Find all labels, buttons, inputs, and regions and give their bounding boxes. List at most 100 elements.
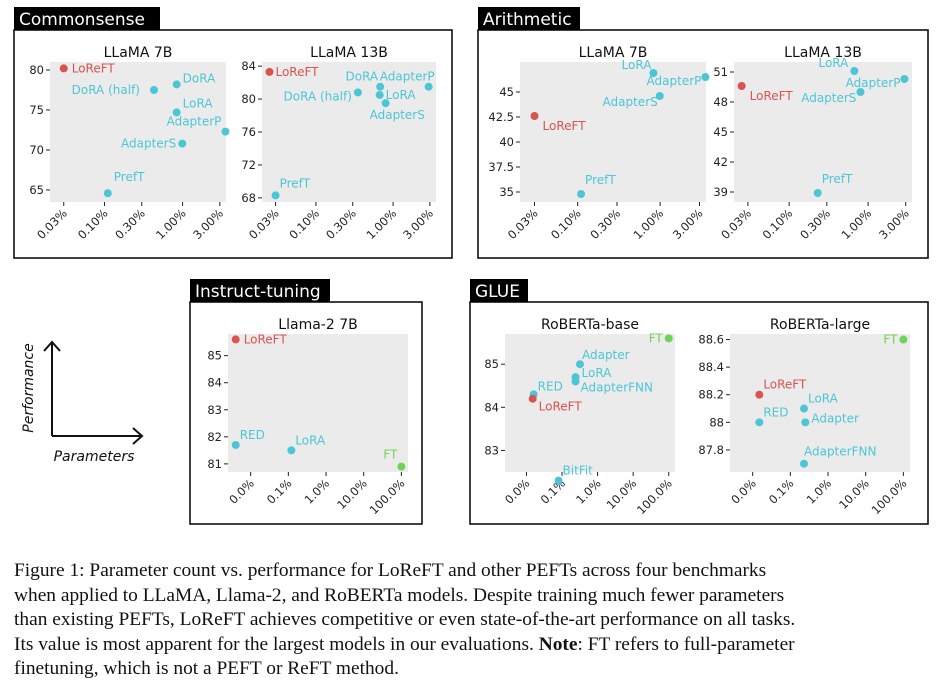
y-tick-label: 81	[207, 457, 222, 471]
x-tick-label: 3.00%	[190, 206, 226, 242]
x-tick-label: 100.0%	[869, 476, 910, 517]
x-tick-label: 0.30%	[112, 206, 148, 242]
point-ft	[397, 462, 406, 471]
x-tick-label: 10.0%	[836, 476, 872, 512]
point-adapter	[801, 418, 810, 427]
point-label-lora: LoRA	[183, 96, 214, 110]
plot-area	[520, 62, 706, 202]
point-dora	[172, 80, 181, 89]
x-tick-label: 1.00%	[838, 206, 874, 242]
x-tick-label: 0.1%	[264, 476, 295, 507]
chart-title: RoBERTa-base	[541, 317, 639, 333]
point-adapterfnn	[571, 377, 580, 386]
point-label-loreft: LoReFT	[763, 378, 807, 392]
group-label-commonsense: Commonsense	[19, 10, 145, 30]
plot-area	[50, 62, 226, 202]
x-tick-label: 1.00%	[363, 206, 399, 242]
y-tick-label: 88	[709, 415, 724, 429]
y-tick-label: 45	[713, 125, 728, 139]
x-tick-label: 0.0%	[226, 476, 257, 507]
y-tick-label: 80	[29, 63, 44, 77]
point-label-red: RED	[538, 379, 563, 393]
parameters-arrow-head	[132, 427, 144, 445]
x-tick-label: 10.0%	[334, 476, 370, 512]
chart-instruct-tuning-llama-2-7b: Llama-2 7B 81 82 83 84 85 0.0% 0.1% 1.0% 10.0%100…	[207, 317, 408, 517]
point-label-loreft: LoReFT	[275, 65, 319, 79]
x-tick-label: 3.00%	[670, 206, 706, 242]
y-tick-label: 35	[499, 185, 514, 199]
caption-note-text: : FT refers to full-parameter	[577, 633, 795, 655]
point-loreft	[231, 335, 240, 344]
point-lora	[172, 108, 181, 117]
y-tick-label: 42	[713, 155, 728, 169]
point-dora-half	[353, 88, 362, 97]
x-tick-label: 1.0%	[573, 476, 604, 507]
point-label-ft: FT	[649, 331, 664, 345]
point-label-dora-half: DoRA (half)	[284, 89, 352, 103]
point-label-red: RED	[763, 405, 788, 419]
x-tick-label: 1.00%	[630, 206, 666, 242]
chart-title: RoBERTa-large	[770, 317, 870, 333]
point-label-loreft: LoReFT	[539, 400, 583, 414]
y-tick-label: 70	[29, 143, 44, 157]
point-adapterfnn	[799, 459, 808, 468]
point-dora	[376, 82, 385, 91]
point-label-adapterfnn: AdapterFNN	[804, 445, 876, 459]
y-tick-label: 42.5	[488, 110, 514, 124]
point-adapterp	[900, 75, 909, 83]
point-label-adapters: AdapterS	[801, 91, 856, 105]
point-lora	[850, 67, 859, 75]
point-loreft	[755, 390, 764, 399]
chart-title: Llama-2 7B	[278, 317, 357, 333]
y-tick-label: 45	[499, 85, 514, 99]
y-tick-label: 76	[241, 125, 256, 139]
y-tick-label: 83	[207, 403, 222, 417]
performance-arrow-head	[43, 340, 61, 352]
point-label-lora: LoRA	[582, 366, 613, 380]
point-adapters	[381, 99, 390, 108]
x-tick-label: 100.0%	[634, 476, 675, 517]
point-lora	[287, 446, 296, 455]
point-label-adapter: Adapter	[582, 348, 630, 362]
x-tick-label: 0.10%	[760, 206, 796, 242]
caption-line-3: than existing PEFTs, LoReFT achieves com…	[14, 609, 796, 630]
x-tick-label: 0.1%	[538, 476, 569, 507]
y-tick-label: 65	[29, 183, 44, 197]
point-label-loreft: LoReFT	[72, 61, 116, 75]
point-loreft	[737, 82, 746, 90]
x-tick-label: 0.30%	[797, 206, 833, 242]
plot-area	[730, 334, 910, 472]
x-tick-label: 0.10%	[286, 206, 322, 242]
y-tick-label: 48	[713, 95, 728, 109]
x-tick-label: 0.0%	[728, 476, 759, 507]
point-preft	[103, 189, 112, 198]
chart-title: LLaMA 13B	[784, 45, 862, 61]
group-label-bg-commonsense	[14, 7, 160, 30]
x-tick-label: 0.03%	[246, 206, 282, 242]
point-label-lora: LoRA	[622, 58, 653, 72]
point-label-preft: PrefT	[585, 173, 616, 187]
point-loreft	[59, 64, 68, 73]
y-tick-label: 87.8	[698, 443, 724, 457]
point-loreft	[265, 67, 274, 76]
point-label-ft: FT	[383, 448, 398, 462]
point-loreft	[528, 394, 537, 403]
plot-area	[734, 62, 912, 202]
x-tick-label: 0.03%	[34, 206, 70, 242]
group-label-bg-glue	[470, 279, 528, 302]
point-adapterp	[424, 82, 433, 91]
plot-area	[228, 334, 408, 472]
point-loreft	[530, 112, 539, 120]
figure-caption: Figure 1: Parameter count vs. performanc…	[14, 559, 934, 682]
y-tick-label: 88.2	[698, 388, 724, 402]
chart-commonsense-llama-7b: LLaMA 7B 65 70 75 80 0.03% 0.10% 0.30% 1.00% 3.00…	[29, 45, 230, 242]
caption-line-6: finetuning, which is not a PEFT or ReFT …	[14, 658, 399, 679]
point-lora	[799, 404, 808, 413]
point-label-dora: DoRA	[346, 70, 379, 84]
x-tick-label: 3.00%	[876, 206, 912, 242]
figure: Commonsense Arithmetic Instruct-tuning GLUE…	[13, 7, 929, 525]
x-tick-label: 1.0%	[804, 476, 835, 507]
point-red	[231, 440, 240, 449]
